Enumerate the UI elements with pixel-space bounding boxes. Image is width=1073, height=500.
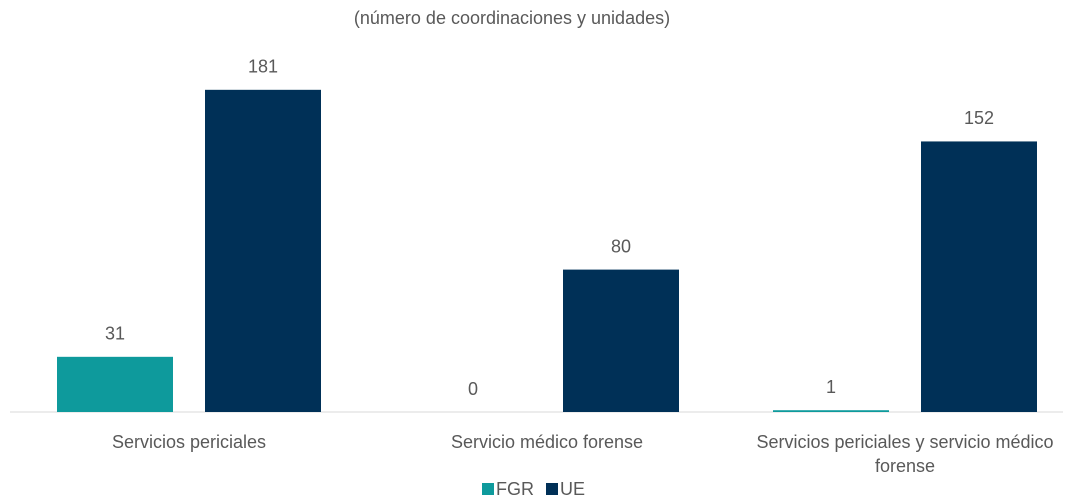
- legend-swatch: [546, 483, 558, 495]
- legend-label: UE: [560, 479, 585, 499]
- bar: [563, 269, 679, 412]
- data-label: 1: [826, 377, 836, 397]
- x-tick-label: Servicios periciales: [111, 432, 267, 452]
- bar: [921, 141, 1037, 412]
- bar: [57, 356, 173, 412]
- x-tick-label: Servicio médico forense: [450, 432, 644, 452]
- data-label: 181: [248, 57, 278, 77]
- bar: [773, 410, 889, 412]
- data-label: 31: [105, 324, 125, 344]
- bar: [205, 89, 321, 412]
- data-label: 0: [468, 379, 478, 399]
- data-label: 152: [964, 108, 994, 128]
- legend-label: FGR: [496, 479, 534, 499]
- legend-swatch: [482, 483, 494, 495]
- data-label: 80: [611, 236, 631, 256]
- chart-subtitle: (número de coordinaciones y unidades): [354, 8, 670, 28]
- x-tick-label: Servicios periciales y servicio médico f…: [756, 432, 1054, 476]
